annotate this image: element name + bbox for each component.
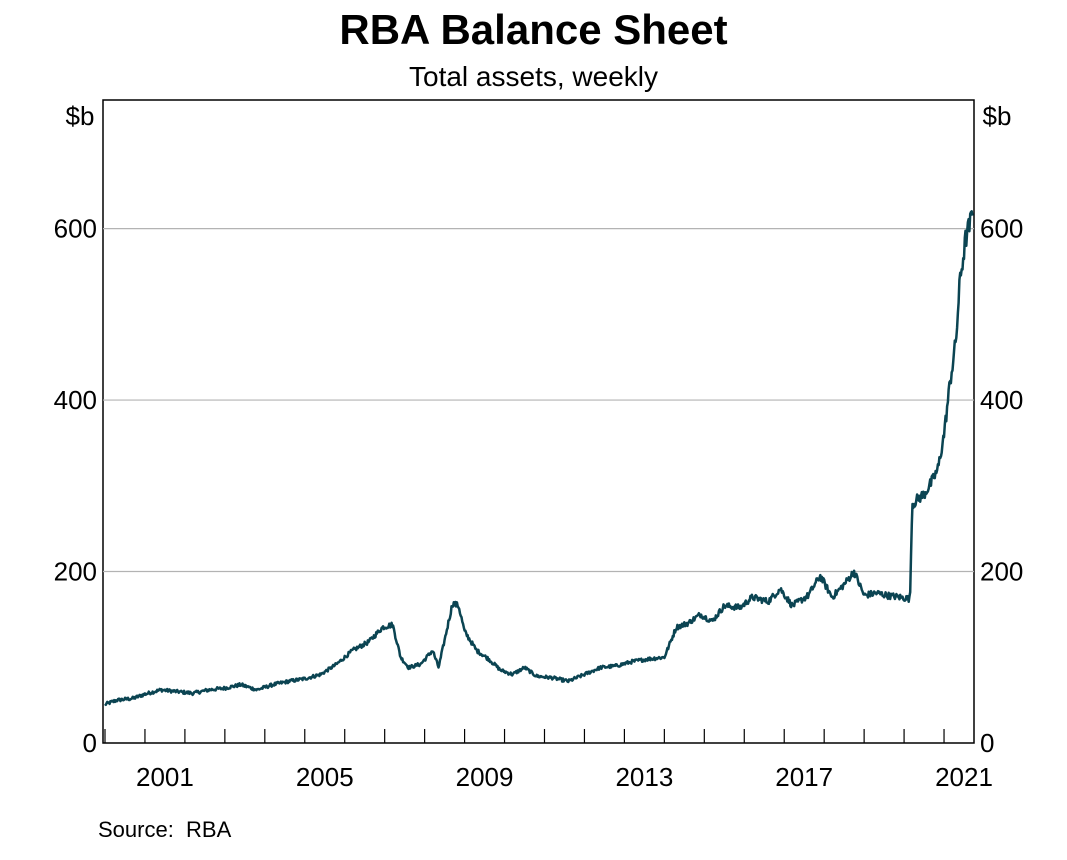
x-tick-label-2017: 2017 — [775, 762, 833, 792]
source-note: Source: RBA — [98, 817, 232, 842]
y-tick-label-right: 200 — [980, 557, 1023, 587]
y-tick-label-left: 200 — [54, 557, 97, 587]
plot-frame — [102, 99, 975, 744]
x-tick-label-2001: 2001 — [136, 762, 194, 792]
x-tick-label-2013: 2013 — [615, 762, 673, 792]
chart-title: RBA Balance Sheet — [339, 6, 728, 53]
y-tick-label-right: 400 — [980, 385, 1023, 415]
series-line-total-assets — [104, 210, 974, 707]
x-tick-label-2021: 2021 — [935, 762, 993, 792]
y-tick-label-left: 600 — [54, 214, 97, 244]
chart-subtitle: Total assets, weekly — [409, 61, 658, 92]
y-tick-label-right: 0 — [980, 728, 994, 758]
y-tick-label-left: 400 — [54, 385, 97, 415]
x-tick-label-2005: 2005 — [296, 762, 354, 792]
x-tick-label-2009: 2009 — [456, 762, 514, 792]
y-unit-left: $b — [66, 101, 95, 131]
y-unit-right: $b — [983, 101, 1012, 131]
y-tick-label-right: 600 — [980, 214, 1023, 244]
y-tick-label-left: 0 — [83, 728, 97, 758]
